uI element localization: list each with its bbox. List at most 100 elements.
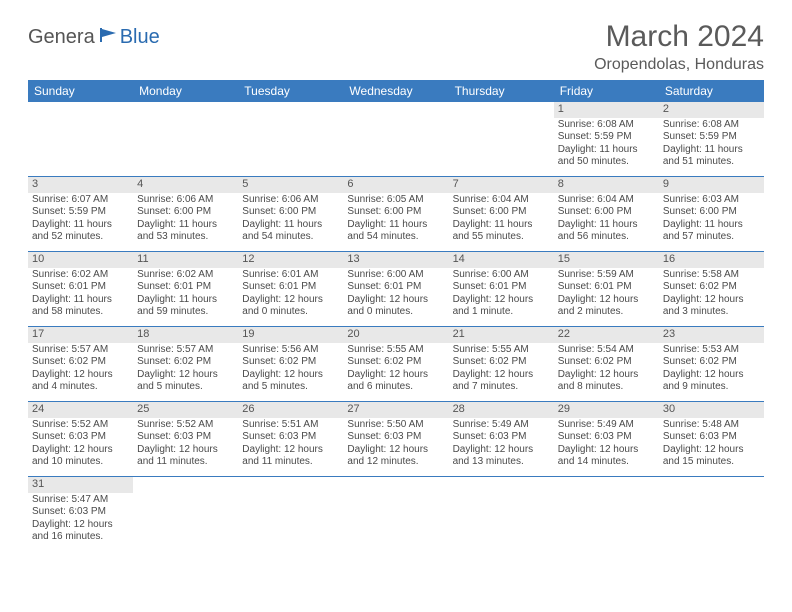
sunrise-text: Sunrise: 6:01 AM [242, 269, 339, 282]
day-body: Sunrise: 5:53 AMSunset: 6:02 PMDaylight:… [659, 343, 764, 396]
calendar-day-cell [133, 477, 238, 552]
day-body: Sunrise: 6:06 AMSunset: 6:00 PMDaylight:… [133, 193, 238, 246]
calendar-day-cell [28, 102, 133, 177]
day-body: Sunrise: 5:58 AMSunset: 6:02 PMDaylight:… [659, 268, 764, 321]
calendar-day-cell: 7Sunrise: 6:04 AMSunset: 6:00 PMDaylight… [449, 177, 554, 252]
calendar-day-cell: 20Sunrise: 5:55 AMSunset: 6:02 PMDayligh… [343, 327, 448, 402]
sunset-text: Sunset: 6:00 PM [558, 206, 655, 219]
calendar-day-cell: 1Sunrise: 6:08 AMSunset: 5:59 PMDaylight… [554, 102, 659, 177]
calendar-day-cell: 30Sunrise: 5:48 AMSunset: 6:03 PMDayligh… [659, 402, 764, 477]
calendar-day-cell: 9Sunrise: 6:03 AMSunset: 6:00 PMDaylight… [659, 177, 764, 252]
day-body: Sunrise: 6:03 AMSunset: 6:00 PMDaylight:… [659, 193, 764, 246]
day-body: Sunrise: 5:49 AMSunset: 6:03 PMDaylight:… [554, 418, 659, 471]
day-body: Sunrise: 6:04 AMSunset: 6:00 PMDaylight:… [554, 193, 659, 246]
calendar-day-cell [343, 477, 448, 552]
calendar-header-row: SundayMondayTuesdayWednesdayThursdayFrid… [28, 80, 764, 102]
sunrise-text: Sunrise: 6:08 AM [663, 119, 760, 132]
calendar-day-cell: 31Sunrise: 5:47 AMSunset: 6:03 PMDayligh… [28, 477, 133, 552]
sunrise-text: Sunrise: 5:52 AM [137, 419, 234, 432]
daylight-text: Daylight: 12 hours and 1 minute. [453, 294, 550, 319]
calendar-day-cell: 8Sunrise: 6:04 AMSunset: 6:00 PMDaylight… [554, 177, 659, 252]
day-number: 25 [133, 402, 238, 418]
calendar-day-cell: 19Sunrise: 5:56 AMSunset: 6:02 PMDayligh… [238, 327, 343, 402]
day-number: 24 [28, 402, 133, 418]
sunset-text: Sunset: 6:01 PM [242, 281, 339, 294]
calendar-day-cell: 14Sunrise: 6:00 AMSunset: 6:01 PMDayligh… [449, 252, 554, 327]
daylight-text: Daylight: 11 hours and 52 minutes. [32, 219, 129, 244]
daylight-text: Daylight: 12 hours and 14 minutes. [558, 444, 655, 469]
daylight-text: Daylight: 12 hours and 0 minutes. [242, 294, 339, 319]
sunset-text: Sunset: 6:02 PM [663, 356, 760, 369]
calendar-week-row: 24 Sunrise: 5:52 AM Sunset: 6:03 PM Dayligh… [28, 402, 764, 477]
sunrise-text: Sunrise: 6:06 AM [242, 194, 339, 207]
day-body: Sunrise: 6:08 AMSunset: 5:59 PMDaylight:… [659, 118, 764, 171]
day-number: 21 [449, 327, 554, 343]
day-number: 12 [238, 252, 343, 268]
day-number: 17 [28, 327, 133, 343]
day-body: Sunrise: 5:50 AMSunset: 6:03 PMDaylight:… [343, 418, 448, 471]
day-number: 26 [238, 402, 343, 418]
sunset-text: Sunset: 6:03 PM [32, 506, 129, 519]
sunrise-text: Sunrise: 5:48 AM [663, 419, 760, 432]
daylight-text: Daylight: 12 hours and 3 minutes. [663, 294, 760, 319]
calendar-week-row: 31Sunrise: 5:47 AMSunset: 6:03 PMDayligh… [28, 477, 764, 552]
page-header: Genera Blue March 2024 Oropendolas, Hond… [28, 20, 764, 74]
daylight-text: Daylight: 11 hours and 54 minutes. [242, 219, 339, 244]
day-body: Sunrise: 5:55 AMSunset: 6:02 PMDaylight:… [343, 343, 448, 396]
calendar-day-cell: 17Sunrise: 5:57 AMSunset: 6:02 PMDayligh… [28, 327, 133, 402]
sunrise-text: Sunrise: 6:00 AM [347, 269, 444, 282]
day-number: 16 [659, 252, 764, 268]
sunrise-text: Sunrise: 5:57 AM [32, 344, 129, 357]
calendar-day-cell [343, 102, 448, 177]
day-number: 14 [449, 252, 554, 268]
logo-text-blue: Blue [120, 26, 160, 49]
calendar-day-cell: 21Sunrise: 5:55 AMSunset: 6:02 PMDayligh… [449, 327, 554, 402]
day-header: Thursday [449, 80, 554, 102]
sunset-text: Sunset: 5:59 PM [32, 206, 129, 219]
calendar-day-cell: 15Sunrise: 5:59 AMSunset: 6:01 PMDayligh… [554, 252, 659, 327]
day-number: 30 [659, 402, 764, 418]
daylight-text: Daylight: 11 hours and 54 minutes. [347, 219, 444, 244]
day-body: Sunrise: 5:48 AMSunset: 6:03 PMDaylight:… [659, 418, 764, 471]
sunset-text: Sunset: 6:02 PM [663, 281, 760, 294]
sunset-text: Sunset: 6:02 PM [558, 356, 655, 369]
calendar-day-cell [133, 102, 238, 177]
day-body: Sunrise: 5:47 AMSunset: 6:03 PMDaylight:… [28, 493, 133, 546]
sunrise-text: Sunrise: 6:00 AM [453, 269, 550, 282]
sunrise-text: Sunrise: 5:58 AM [663, 269, 760, 282]
month-title: March 2024 [594, 20, 764, 54]
daylight-text: Daylight: 12 hours and 4 minutes. [32, 369, 129, 394]
day-header: Friday [554, 80, 659, 102]
day-number: 6 [343, 177, 448, 193]
day-body: Sunrise: 6:00 AMSunset: 6:01 PMDaylight:… [343, 268, 448, 321]
daylight-text: Daylight: 11 hours and 57 minutes. [663, 219, 760, 244]
location: Oropendolas, Honduras [594, 56, 764, 74]
day-body: Sunrise: 5:54 AMSunset: 6:02 PMDaylight:… [554, 343, 659, 396]
day-body: Sunrise: 6:08 AMSunset: 5:59 PMDaylight:… [554, 118, 659, 171]
calendar-day-cell: 26Sunrise: 5:51 AMSunset: 6:03 PMDayligh… [238, 402, 343, 477]
daylight-text: Daylight: 12 hours and 16 minutes. [32, 519, 129, 544]
day-body: Sunrise: 5:55 AMSunset: 6:02 PMDaylight:… [449, 343, 554, 396]
day-number: 10 [28, 252, 133, 268]
sunset-text: Sunset: 5:59 PM [663, 131, 760, 144]
sunset-text: Sunset: 6:02 PM [347, 356, 444, 369]
calendar-day-cell [659, 477, 764, 552]
calendar-day-cell: 25Sunrise: 5:52 AMSunset: 6:03 PMDayligh… [133, 402, 238, 477]
sunset-text: Sunset: 6:03 PM [347, 431, 444, 444]
sunset-text: Sunset: 6:01 PM [32, 281, 129, 294]
daylight-text: Daylight: 12 hours and 11 minutes. [137, 444, 234, 469]
calendar-day-cell: 23Sunrise: 5:53 AMSunset: 6:02 PMDayligh… [659, 327, 764, 402]
daylight-text: Daylight: 11 hours and 59 minutes. [137, 294, 234, 319]
calendar-day-cell: 5Sunrise: 6:06 AMSunset: 6:00 PMDaylight… [238, 177, 343, 252]
daylight-text: Daylight: 11 hours and 56 minutes. [558, 219, 655, 244]
day-header: Wednesday [343, 80, 448, 102]
calendar-body: 1Sunrise: 6:08 AMSunset: 5:59 PMDaylight… [28, 102, 764, 551]
header-right: March 2024 Oropendolas, Honduras [594, 20, 764, 74]
day-number: 15 [554, 252, 659, 268]
sunset-text: Sunset: 6:00 PM [453, 206, 550, 219]
daylight-text: Daylight: 12 hours and 7 minutes. [453, 369, 550, 394]
day-body: Sunrise: 6:07 AMSunset: 5:59 PMDaylight:… [28, 193, 133, 246]
calendar-day-cell: 28Sunrise: 5:49 AMSunset: 6:03 PMDayligh… [449, 402, 554, 477]
sunset-text: Sunset: 6:00 PM [663, 206, 760, 219]
day-header: Saturday [659, 80, 764, 102]
